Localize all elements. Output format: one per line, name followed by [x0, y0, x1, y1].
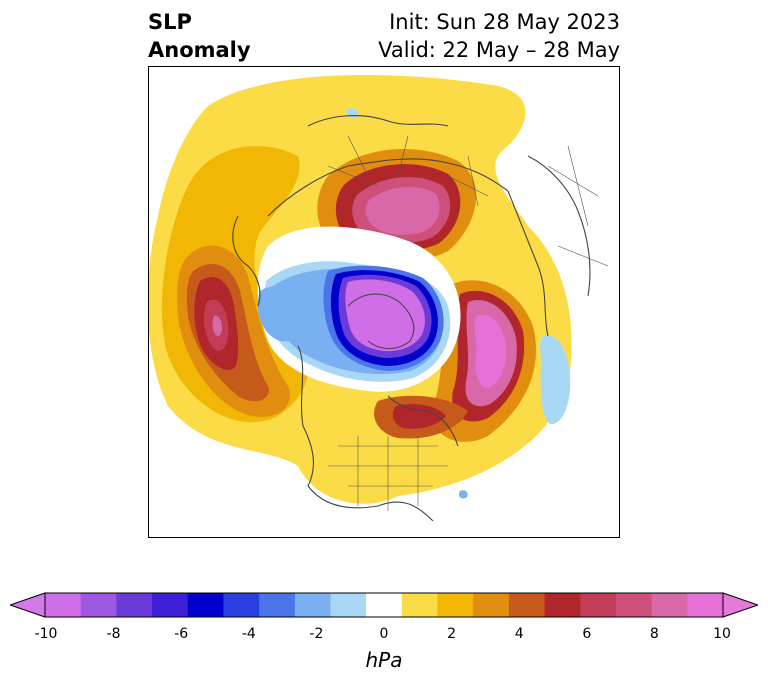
colorbar-segment — [651, 593, 688, 617]
colorbar-tick-label: -4 — [241, 626, 256, 642]
colorbar-tick-label: -10 — [34, 626, 58, 642]
colorbar-segment — [259, 593, 296, 617]
colorbar-segments — [45, 593, 724, 617]
colorbar-segment — [401, 593, 439, 617]
atlantic-high-max — [474, 314, 507, 388]
colorbar-unit: hPa — [365, 648, 403, 672]
colorbar-segment — [187, 593, 224, 617]
pacific-low-lightblue — [257, 286, 309, 342]
colorbar-tick-label: 8 — [649, 626, 659, 642]
polar-map — [148, 66, 620, 538]
colorbar-segment — [615, 593, 653, 617]
colorbar-segment — [366, 593, 403, 617]
colorbar-low-extension — [10, 592, 46, 618]
colorbar-segment — [116, 593, 153, 617]
colorbar-segment — [580, 593, 617, 617]
colorbar-segment — [508, 593, 546, 617]
colorbar-segment — [330, 593, 367, 617]
title-variable: SLP — [148, 10, 192, 34]
polar-low-core — [345, 279, 425, 352]
colorbar-tick-label: -8 — [106, 626, 121, 642]
coastlines — [232, 115, 591, 522]
colorbar-tick-label: 6 — [582, 626, 592, 642]
colorbar-segment — [473, 593, 510, 617]
colorbar-segment — [223, 593, 260, 617]
colorbar-tick-label: 0 — [379, 626, 389, 642]
colorbar — [10, 592, 758, 618]
siberia-high-core — [365, 187, 440, 235]
colorbar-segment — [152, 593, 189, 617]
colorbar-tick-label: -2 — [309, 626, 324, 642]
colorbar-segment — [544, 593, 581, 617]
title-anomaly: Anomaly — [148, 38, 251, 62]
na-high-red — [392, 404, 446, 429]
colorbar-tick-label: 10 — [713, 626, 731, 642]
colorbar-segment — [687, 593, 724, 617]
valid-range: Valid: 22 May – 28 May — [378, 38, 620, 62]
title-right: Init: Sun 28 May 2023 Valid: 22 May – 28… — [378, 8, 620, 64]
init-date: Init: Sun 28 May 2023 — [389, 10, 620, 34]
colorbar-segment — [45, 593, 82, 617]
atlantic-small-blue — [458, 490, 468, 499]
colorbar-tick-label: -6 — [174, 626, 189, 642]
colorbar-segment — [294, 593, 331, 617]
title-left: SLP Anomaly — [148, 8, 251, 64]
borders — [327, 135, 609, 511]
colorbar-outline — [44, 592, 724, 618]
colorbar-segment — [437, 593, 474, 617]
europe-low-lightblue — [540, 335, 571, 425]
colorbar-high-extension — [722, 592, 758, 618]
pacific-high-max — [212, 315, 222, 336]
colorbar-tick-label: 2 — [447, 626, 457, 642]
colorbar-segment — [80, 593, 117, 617]
colorbar-tick-label: 4 — [514, 626, 524, 642]
anomaly-map-svg — [148, 74, 609, 522]
